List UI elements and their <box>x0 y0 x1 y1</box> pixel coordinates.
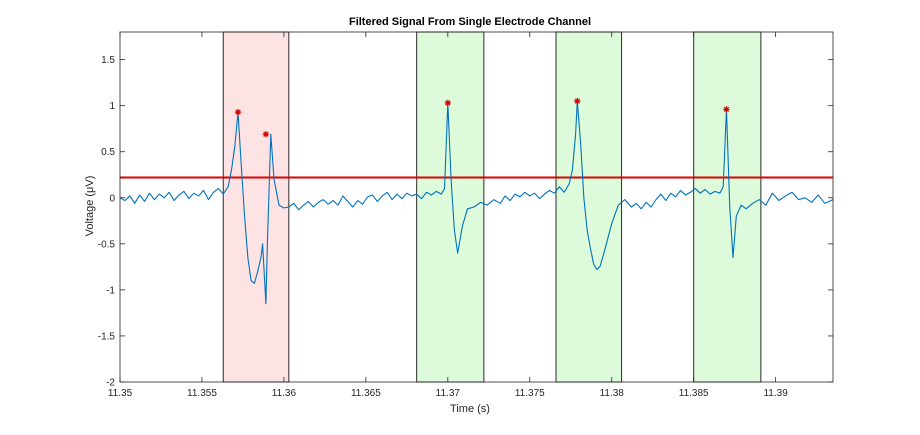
peak-marker-stroke <box>235 109 241 115</box>
peak-marker-3 <box>444 99 452 107</box>
x-tick-label: 11.355 <box>187 388 217 399</box>
peak-marker-stroke <box>263 131 269 137</box>
y-tick-label: -1 <box>106 285 115 296</box>
y-tick-label: -0.5 <box>98 239 116 250</box>
x-tick-label: 11.35 <box>108 388 133 399</box>
peak-marker-2 <box>262 131 270 138</box>
window-layer <box>222 31 762 383</box>
peak-marker-1 <box>234 108 242 116</box>
peak-marker-stroke <box>574 98 580 104</box>
x-tick-label: 11.37 <box>436 388 461 399</box>
peak-marker-stroke <box>445 100 451 106</box>
peak-marker-4 <box>574 97 581 105</box>
peaks-layer <box>234 97 730 138</box>
x-tick-label: 11.365 <box>351 388 381 399</box>
x-tick-label: 11.385 <box>679 388 709 399</box>
y-axis-label: Voltage (μV) <box>84 176 96 237</box>
peak-marker-stroke <box>723 106 730 113</box>
y-tick-label: -2 <box>106 378 115 389</box>
axes-box <box>119 31 834 383</box>
y-tick-label: -1.5 <box>98 331 116 342</box>
x-tick-label: 11.39 <box>763 388 788 399</box>
spike-window-accepted-4 <box>693 31 762 383</box>
x-tick-label: 11.38 <box>600 388 625 399</box>
x-axis-label: Time (s) <box>450 403 490 415</box>
x-tick-label: 11.375 <box>515 388 545 399</box>
y-tick-label: 1 <box>109 101 115 112</box>
x-tick-label: 11.36 <box>272 388 297 399</box>
spike-window-rejected-1 <box>222 31 290 383</box>
spike-window-accepted-3 <box>555 31 623 383</box>
axes-layer: 11.35 11.355 11.36 11.365 11.37 11.375 11.38 11… <box>98 31 834 399</box>
y-tick-label: 0 <box>109 193 115 204</box>
chart-title: Filtered Signal From Single Electrode Ch… <box>349 16 591 28</box>
peak-marker-5 <box>723 106 730 113</box>
y-tick-label: 0.5 <box>101 147 115 158</box>
y-tick-label: 1.5 <box>101 55 115 66</box>
